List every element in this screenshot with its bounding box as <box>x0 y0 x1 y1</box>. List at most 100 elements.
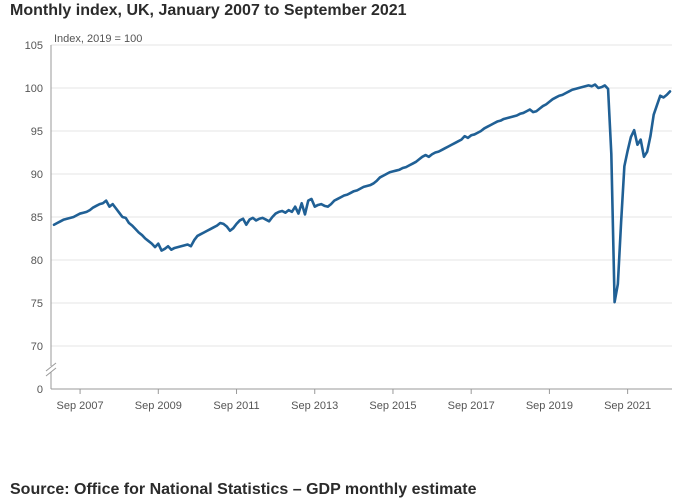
data-point <box>571 89 573 91</box>
data-point <box>99 203 101 205</box>
axis-break-marker <box>45 362 57 377</box>
data-point <box>633 129 635 131</box>
gridlines <box>51 44 672 347</box>
data-point <box>131 225 133 227</box>
data-point <box>252 217 254 219</box>
data-point <box>513 115 515 117</box>
data-point <box>187 244 189 246</box>
data-point <box>392 170 394 172</box>
data-point <box>630 136 632 138</box>
data-point <box>63 219 65 221</box>
data-point <box>369 184 371 186</box>
data-point <box>490 124 492 126</box>
data-point <box>206 230 208 232</box>
data-point <box>183 244 185 246</box>
data-point <box>245 224 247 226</box>
data-point <box>460 139 462 141</box>
data-point <box>558 95 560 97</box>
y-tick-label: 90 <box>31 169 43 181</box>
data-point <box>581 86 583 88</box>
series-line-monthly-gdp-index <box>52 83 672 304</box>
data-point <box>379 176 381 178</box>
data-point <box>294 206 296 208</box>
data-point <box>372 182 374 184</box>
data-point <box>444 147 446 149</box>
data-point <box>359 188 361 190</box>
data-point <box>493 122 495 124</box>
data-point <box>288 209 290 211</box>
data-point <box>617 283 619 285</box>
data-point <box>164 248 166 250</box>
data-point <box>317 204 319 206</box>
data-point <box>115 207 117 209</box>
data-point <box>601 86 603 88</box>
data-point <box>249 219 251 221</box>
data-point <box>607 88 609 90</box>
data-point <box>330 203 332 205</box>
data-point <box>121 216 123 218</box>
data-points <box>53 84 671 304</box>
axes <box>45 45 672 390</box>
data-point <box>291 211 293 213</box>
data-point <box>389 171 391 173</box>
data-point <box>656 104 658 106</box>
data-point <box>636 144 638 146</box>
data-point <box>203 231 205 233</box>
data-point <box>561 94 563 96</box>
data-point <box>167 245 169 247</box>
data-point <box>216 225 218 227</box>
data-point <box>82 212 84 214</box>
data-point <box>73 216 75 218</box>
data-point <box>134 228 136 230</box>
y-tick-label: 80 <box>31 255 43 267</box>
data-point <box>297 213 299 215</box>
data-point <box>418 158 420 160</box>
data-point <box>281 210 283 212</box>
data-point <box>529 109 531 111</box>
x-tick-label: Sep 2011 <box>213 400 259 412</box>
data-point <box>213 226 215 228</box>
data-point <box>301 202 303 204</box>
data-point <box>425 154 427 156</box>
data-point <box>555 96 557 98</box>
data-point <box>447 145 449 147</box>
data-point <box>271 216 273 218</box>
data-point <box>574 88 576 90</box>
data-point <box>275 213 277 215</box>
x-tick-label: Sep 2013 <box>291 400 338 412</box>
data-point <box>552 98 554 100</box>
data-point <box>343 195 345 197</box>
data-point <box>506 117 508 119</box>
data-point <box>483 127 485 129</box>
data-point <box>196 235 198 237</box>
data-point <box>200 233 202 235</box>
data-point <box>516 115 518 117</box>
y-tick-label: 75 <box>31 298 43 310</box>
data-point <box>190 245 192 247</box>
data-point <box>56 222 58 224</box>
y-tick-label: 85 <box>31 212 43 224</box>
source-note: Source: Office for National Statistics –… <box>10 481 477 498</box>
y-axis-label: Index, 2019 = 100 <box>54 33 142 45</box>
data-point <box>649 135 651 137</box>
y-tick-label: 95 <box>31 126 43 138</box>
data-point <box>610 153 612 155</box>
data-point <box>604 84 606 86</box>
data-point <box>258 218 260 220</box>
data-point <box>662 96 664 98</box>
data-point <box>324 205 326 207</box>
data-point <box>486 126 488 128</box>
data-point <box>177 246 179 248</box>
data-point <box>402 167 404 169</box>
data-point <box>614 301 616 303</box>
data-point <box>232 227 234 229</box>
data-point <box>382 175 384 177</box>
data-point <box>623 165 625 167</box>
data-point <box>398 169 400 171</box>
chart-title: Monthly index, UK, January 2007 to Septe… <box>10 2 407 19</box>
data-point <box>568 90 570 92</box>
data-point <box>646 151 648 153</box>
data-point <box>441 149 443 151</box>
data-point <box>242 218 244 220</box>
data-point <box>141 234 143 236</box>
